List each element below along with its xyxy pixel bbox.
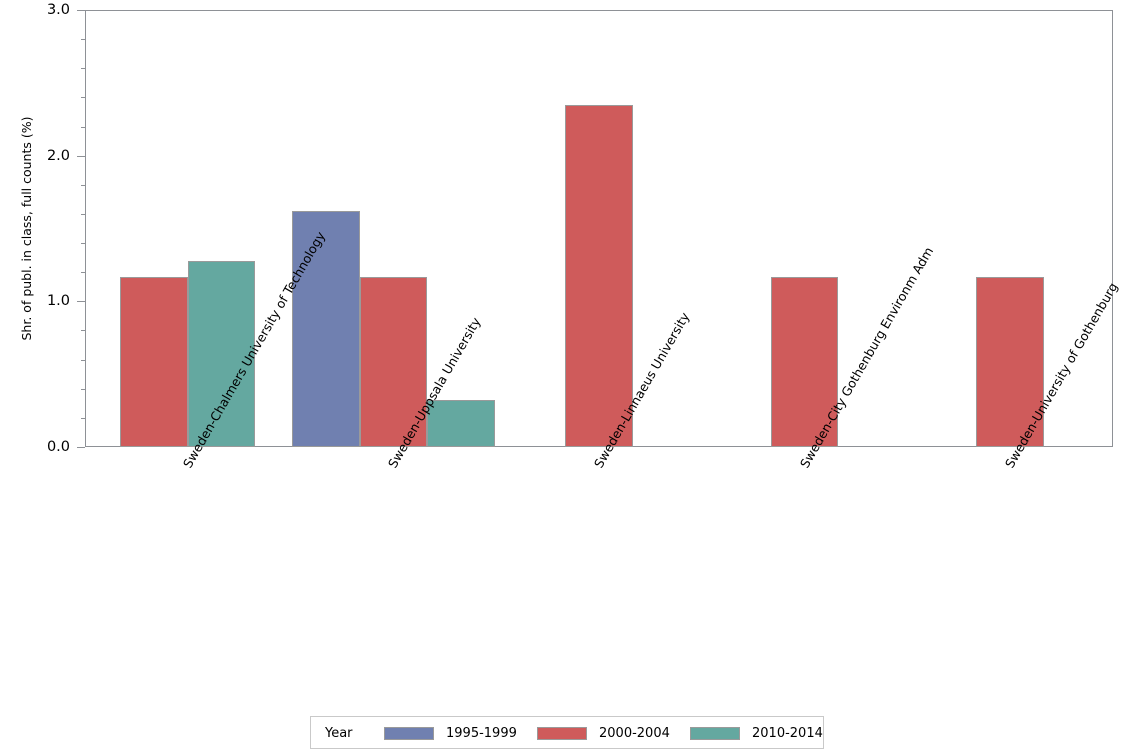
y-minor-tick	[81, 272, 85, 274]
legend-label-1995-1999: 1995-1999	[446, 726, 517, 741]
bar	[770, 276, 839, 447]
y-tick-label-2: 2.0	[46, 147, 70, 164]
y-minor-tick	[81, 417, 85, 419]
y-minor-tick	[81, 359, 85, 361]
bar	[187, 260, 256, 447]
y-tick-label-1: 1.0	[46, 293, 70, 310]
y-tick-label-0: 0.0	[46, 439, 70, 455]
legend-swatch-2000-2004	[537, 727, 587, 740]
y-tick-mark-1	[77, 301, 85, 303]
legend-label-2000-2004: 2000-2004	[599, 726, 670, 741]
legend-title: Year	[325, 726, 353, 741]
y-minor-tick	[81, 126, 85, 128]
legend-swatch-2010-2014	[690, 727, 740, 740]
y-minor-tick	[81, 184, 85, 186]
y-tick-mark-2	[77, 155, 85, 157]
bar	[976, 276, 1044, 447]
y-minor-tick	[81, 68, 85, 70]
legend-label-2010-2014: 2010-2014	[752, 726, 823, 741]
bar	[565, 104, 633, 447]
y-minor-tick	[81, 330, 85, 332]
y-axis-label: Shr. of publ. in class, full counts (%)	[19, 116, 34, 341]
bar	[359, 276, 428, 447]
y-minor-tick	[81, 243, 85, 245]
bar	[120, 276, 188, 447]
y-tick-mark-3	[77, 10, 85, 11]
y-minor-tick	[81, 213, 85, 215]
bar	[292, 211, 360, 447]
y-minor-tick	[81, 39, 85, 41]
y-minor-tick	[81, 97, 85, 99]
y-tick-label-3: 3.0	[46, 2, 70, 18]
legend: Year 1995-1999 2000-2004 2010-2014	[310, 716, 824, 749]
y-tick-mark-0	[77, 447, 85, 448]
legend-swatch-1995-1999	[384, 727, 434, 740]
y-minor-tick	[81, 388, 85, 390]
bar	[427, 400, 495, 447]
